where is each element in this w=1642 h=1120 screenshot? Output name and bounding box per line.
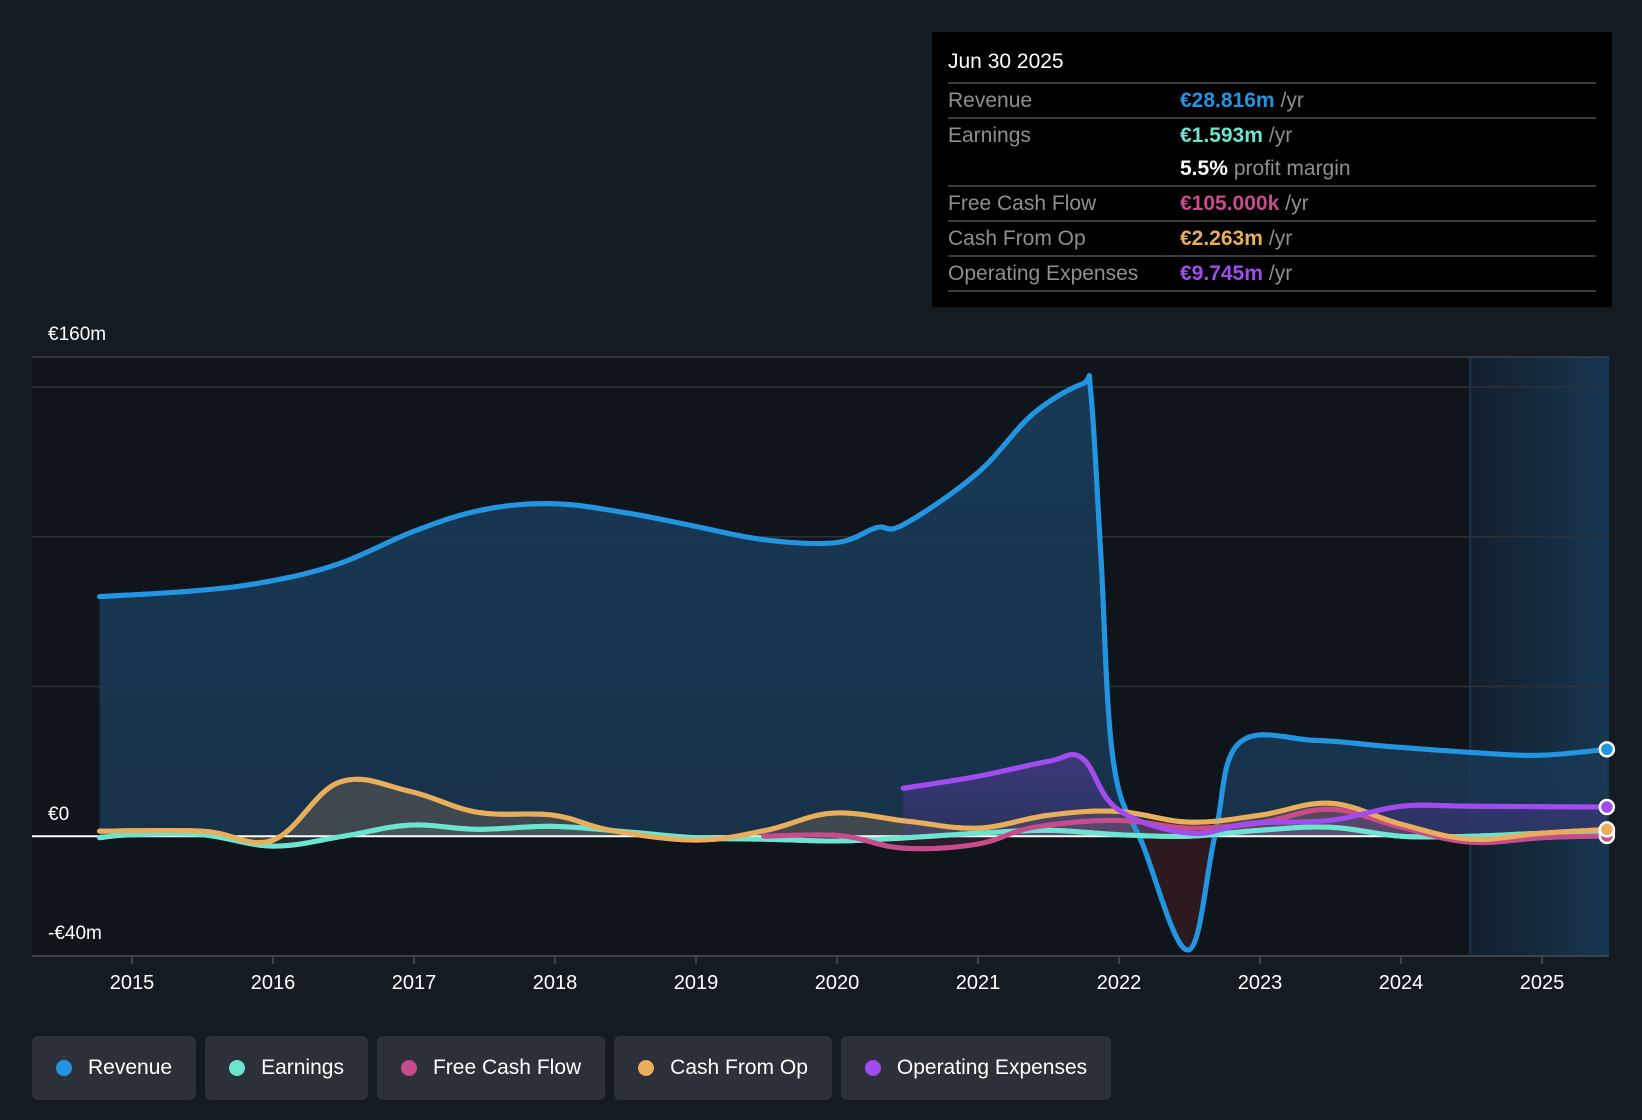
tooltip-value: €28.816m bbox=[1180, 89, 1275, 112]
tooltip-label bbox=[948, 152, 1180, 185]
tooltip-unit: /yr bbox=[1268, 124, 1293, 147]
tooltip-row-cfo: Cash From Op €2.263m /yr bbox=[948, 222, 1596, 257]
y-label-top: €160m bbox=[48, 324, 106, 345]
tooltip-label: Revenue bbox=[948, 89, 1033, 112]
x-tick-label: 2020 bbox=[815, 972, 860, 994]
legend-item-operating-expenses[interactable]: Operating Expenses bbox=[840, 1036, 1112, 1100]
tooltip-unit: profit margin bbox=[1233, 157, 1351, 180]
y-label-zero: €0 bbox=[48, 804, 69, 825]
area-revenue-negative bbox=[1139, 836, 1215, 951]
tooltip-value: €105.000k bbox=[1180, 192, 1280, 215]
endpoint-cash-from-op[interactable] bbox=[1598, 821, 1616, 838]
legend-item-free-cash-flow[interactable]: Free Cash Flow bbox=[376, 1036, 606, 1100]
x-tick-label: 2019 bbox=[674, 972, 719, 994]
legend-dot-icon bbox=[638, 1060, 655, 1076]
tooltip-row-revenue: Revenue €28.816m /yr bbox=[948, 84, 1596, 119]
tooltip-profit-margin: 5.5% bbox=[1180, 157, 1228, 180]
tooltip-label: Earnings bbox=[948, 124, 1031, 147]
tooltip-date: Jun 30 2025 bbox=[948, 46, 1596, 84]
line-earnings-top bbox=[97, 822, 1610, 849]
x-tick-label: 2017 bbox=[392, 972, 437, 994]
tooltip-unit: /yr bbox=[1268, 262, 1293, 285]
legend-item-revenue[interactable]: Revenue bbox=[32, 1036, 197, 1100]
endpoint-operating-expenses[interactable] bbox=[1598, 798, 1616, 816]
tooltip-value: €9.745m bbox=[1180, 262, 1263, 285]
legend-item-cash-from-op[interactable]: Cash From Op bbox=[614, 1036, 832, 1100]
tooltip-value: €2.263m bbox=[1180, 227, 1263, 250]
x-tick-label: 2015 bbox=[110, 972, 155, 994]
area-revenue bbox=[99, 375, 1607, 951]
tooltip-unit: /yr bbox=[1268, 227, 1293, 250]
legend-dot-icon bbox=[229, 1060, 246, 1076]
legend-label: Free Cash Flow bbox=[432, 1056, 582, 1079]
legend: Revenue Earnings Free Cash Flow Cash Fro… bbox=[32, 1036, 1112, 1100]
legend-label: Earnings bbox=[261, 1056, 344, 1079]
tooltip-unit: /yr bbox=[1280, 89, 1304, 112]
tooltip: Jun 30 2025 Revenue €28.816m /yr Earning… bbox=[932, 32, 1612, 307]
tooltip-label: Operating Expenses bbox=[948, 262, 1139, 285]
x-tick-label: 2024 bbox=[1379, 972, 1424, 994]
line-revenue-top bbox=[97, 373, 1610, 953]
endpoint-revenue[interactable] bbox=[1598, 741, 1616, 758]
tooltip-value: €1.593m bbox=[1180, 124, 1263, 147]
tooltip-row-earnings: Earnings €1.593m /yr bbox=[948, 119, 1596, 152]
x-tick-label: 2018 bbox=[533, 972, 578, 994]
legend-label: Cash From Op bbox=[670, 1056, 808, 1079]
legend-label: Operating Expenses bbox=[896, 1056, 1088, 1079]
legend-dot-icon bbox=[56, 1060, 72, 1076]
legend-dot-icon bbox=[864, 1060, 881, 1076]
x-tick-label: 2023 bbox=[1238, 972, 1283, 994]
x-tick-label: 2022 bbox=[1097, 972, 1142, 994]
tooltip-row-fcf: Free Cash Flow €105.000k /yr bbox=[948, 187, 1596, 222]
forecast-region bbox=[1470, 357, 1609, 956]
line-cash-from-op-top bbox=[97, 776, 1610, 846]
tooltip-unit: /yr bbox=[1285, 192, 1309, 215]
legend-dot-icon bbox=[400, 1060, 417, 1076]
tooltip-row-margin: 5.5% profit margin bbox=[948, 152, 1596, 187]
tooltip-row-opex: Operating Expenses €9.745m /yr bbox=[948, 257, 1596, 292]
legend-item-earnings[interactable]: Earnings bbox=[205, 1036, 368, 1100]
line-operating-expenses-top bbox=[900, 752, 1610, 837]
x-tick-label: 2021 bbox=[956, 972, 1001, 994]
line-free-cash-flow-top bbox=[761, 806, 1610, 852]
area-operating-expenses bbox=[903, 754, 1607, 837]
tooltip-label: Cash From Op bbox=[948, 227, 1086, 250]
legend-label: Revenue bbox=[88, 1056, 173, 1079]
x-tick-label: 2025 bbox=[1520, 972, 1565, 994]
chart: 2015 2016 2017 2018 2019 2020 2021 2022 2023 2024… bbox=[32, 324, 1616, 994]
y-label-bottom: -€40m bbox=[48, 923, 102, 944]
x-tick-label: 2016 bbox=[251, 972, 296, 994]
tooltip-label: Free Cash Flow bbox=[948, 192, 1097, 215]
